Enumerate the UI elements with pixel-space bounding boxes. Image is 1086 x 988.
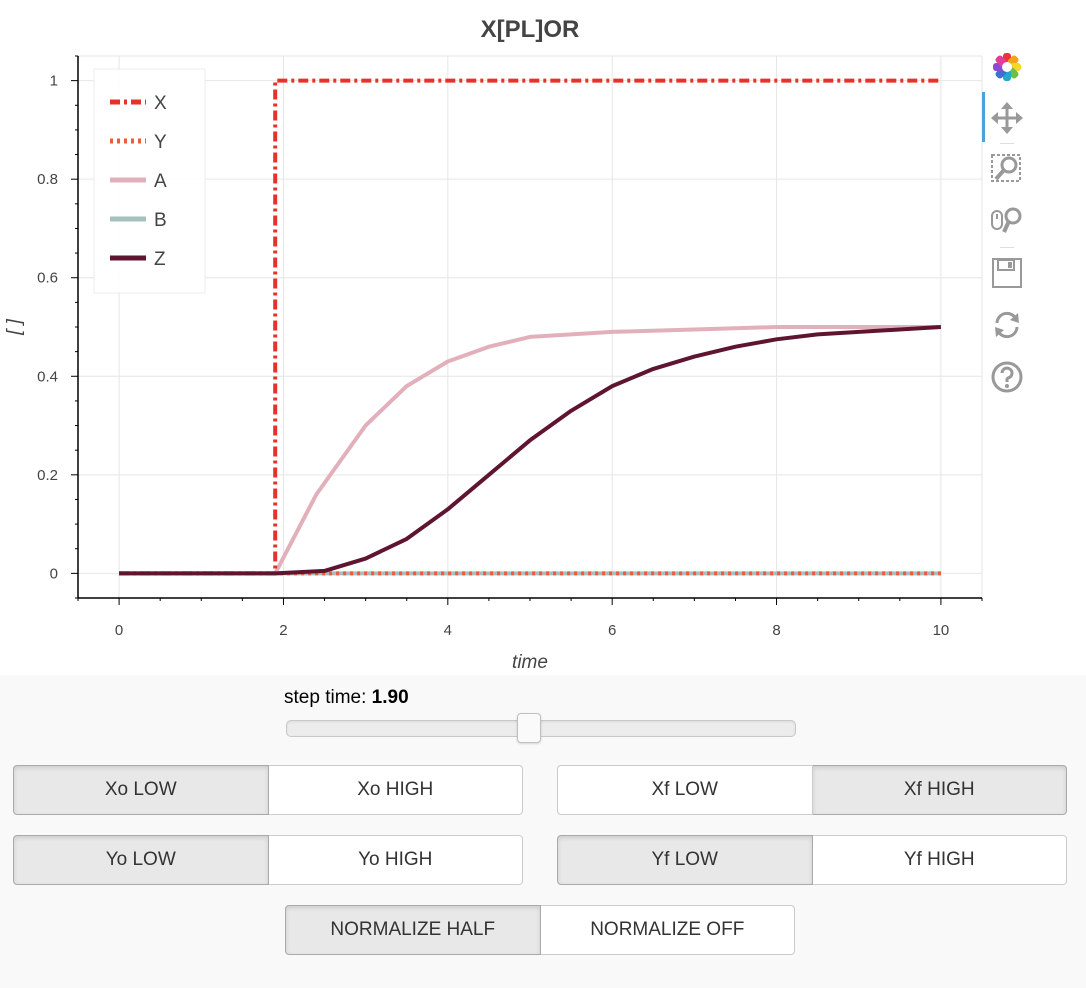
pan-icon[interactable] (990, 101, 1024, 135)
legend-label-b: B (154, 210, 167, 231)
slider-value: 1.90 (371, 687, 409, 708)
x-tick-label: 6 (608, 622, 616, 639)
xo-toggle-group: Xo LOW Xo HIGH (13, 765, 523, 815)
wheel-zoom-icon[interactable] (990, 203, 1024, 237)
legend-label-y: Y (154, 132, 167, 153)
plot-canvas[interactable]: X[PL]OR 0 2 4 6 8 10 0 0.2 0.4 0.6 0.8 1 time [ ] X Y A B Z (0, 0, 1086, 675)
xo-high-button[interactable]: Xo HIGH (268, 765, 523, 815)
xf-low-button[interactable]: Xf LOW (557, 765, 813, 815)
x-tick-label: 8 (772, 622, 780, 639)
y-tick-label: 0 (50, 565, 58, 582)
xf-toggle-group: Xf LOW Xf HIGH (557, 765, 1067, 815)
y-tick-label: 1 (50, 73, 58, 90)
normalize-off-button[interactable]: NORMALIZE OFF (540, 905, 795, 955)
plot-toolbar (982, 44, 1030, 404)
x-tick-label: 2 (279, 622, 287, 639)
step-time-slider[interactable] (286, 713, 796, 743)
toolbar-divider (1000, 247, 1014, 248)
x-tick-label: 0 (115, 622, 123, 639)
normalize-half-button[interactable]: NORMALIZE HALF (285, 905, 541, 955)
yo-low-button[interactable]: Yo LOW (13, 835, 269, 885)
y-tick-label: 0.2 (37, 467, 58, 484)
y-axis-label: [ ] (4, 318, 25, 336)
legend-label-z: Z (154, 249, 166, 270)
yo-toggle-group: Yo LOW Yo HIGH (13, 835, 523, 885)
slider-handle[interactable] (517, 713, 542, 743)
x-tick-label: 10 (933, 622, 950, 639)
yf-low-button[interactable]: Yf LOW (557, 835, 813, 885)
y-tick-label: 0.6 (37, 270, 58, 287)
plot-title: X[PL]OR (481, 16, 580, 43)
help-icon[interactable] (990, 360, 1024, 394)
xf-high-button[interactable]: Xf HIGH (812, 765, 1067, 815)
slider-title: step time: 1.90 (284, 687, 409, 709)
xo-low-button[interactable]: Xo LOW (13, 765, 269, 815)
save-icon[interactable] (990, 256, 1024, 290)
reset-icon[interactable] (990, 308, 1024, 342)
y-tick-label: 0.8 (37, 171, 58, 188)
yo-high-button[interactable]: Yo HIGH (268, 835, 523, 885)
series-line-a (119, 325, 941, 576)
legend-label-x: X (154, 93, 167, 114)
normalize-toggle-group: NORMALIZE HALF NORMALIZE OFF (285, 905, 795, 955)
yf-toggle-group: Yf LOW Yf HIGH (557, 835, 1067, 885)
bokeh-logo-icon[interactable] (990, 50, 1024, 84)
y-tick-label: 0.4 (37, 368, 58, 385)
yf-high-button[interactable]: Yf HIGH (812, 835, 1067, 885)
x-axis-label: time (512, 652, 548, 673)
series-line-z (119, 325, 942, 576)
box-zoom-icon[interactable] (990, 151, 1024, 185)
toolbar-divider (1000, 143, 1014, 144)
x-tick-label: 4 (444, 622, 452, 639)
legend-label-a: A (154, 171, 167, 192)
slider-label: step time: (284, 687, 372, 708)
active-tool-indicator (982, 92, 985, 142)
